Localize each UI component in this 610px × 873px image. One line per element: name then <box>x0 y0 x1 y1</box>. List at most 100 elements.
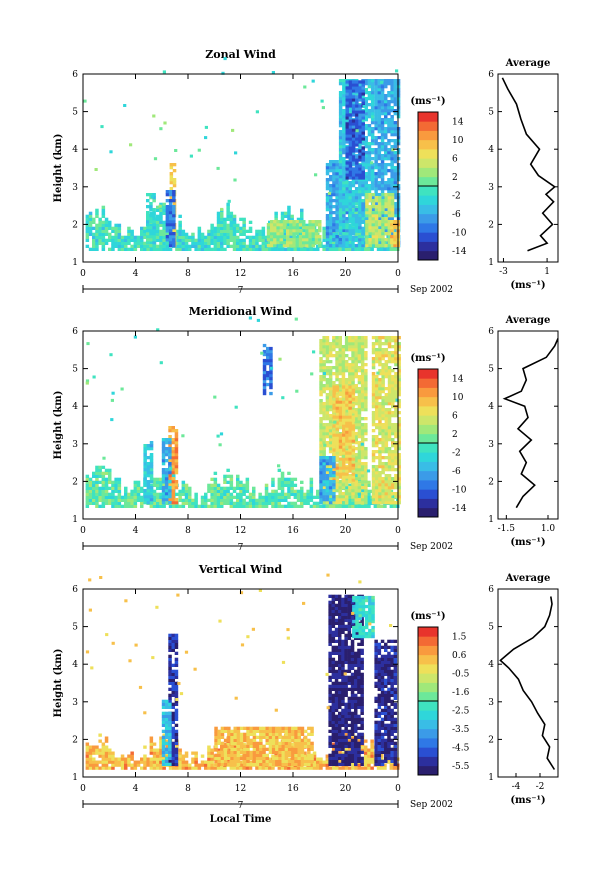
heatmap-cell <box>171 483 175 487</box>
heatmap-cell <box>397 438 401 442</box>
heatmap-cell <box>120 244 125 248</box>
heatmap-cell <box>364 112 368 116</box>
heatmap-cell <box>338 232 343 236</box>
heatmap-cell <box>370 247 374 251</box>
heatmap-cell <box>361 83 365 87</box>
heatmap-cell <box>381 226 385 230</box>
heatmap-cell <box>287 208 291 212</box>
heatmap-cell <box>130 498 134 502</box>
heatmap-cell <box>149 217 153 221</box>
heatmap-cell <box>351 492 355 496</box>
colorbar-swatch <box>418 121 438 131</box>
heatmap-cell <box>328 402 333 406</box>
heatmap-cell <box>394 414 398 418</box>
heatmap-cell <box>358 199 362 203</box>
heatmap-cell <box>345 125 349 129</box>
heatmap-cell <box>393 109 398 113</box>
heatmap-cell <box>156 480 160 484</box>
heatmap-cell <box>348 385 352 389</box>
heatmap-cell <box>381 411 385 415</box>
heatmap-cell <box>335 463 340 467</box>
heatmap-cell <box>332 504 336 508</box>
heatmap-cell <box>364 342 368 346</box>
heatmap-cell <box>357 414 362 418</box>
heatmap-cell <box>354 399 358 403</box>
heatmap-cell <box>338 133 343 137</box>
heatmap-cell <box>172 226 176 230</box>
heatmap-cell <box>159 504 163 508</box>
heatmap-cell <box>390 223 394 227</box>
heatmap-cell <box>127 226 131 230</box>
heatmap-cell <box>172 238 176 242</box>
heatmap-cell <box>338 339 342 343</box>
heatmap-cell <box>342 400 346 404</box>
heatmap-cell <box>361 146 365 150</box>
heatmap-cell <box>143 474 147 478</box>
heatmap-cell <box>335 400 340 404</box>
heatmap-cell <box>325 414 330 418</box>
heatmap-cell <box>364 387 368 391</box>
heatmap-cell <box>342 430 346 434</box>
heatmap-cell <box>378 447 382 451</box>
heatmap-cell <box>216 486 221 490</box>
heatmap-cell <box>290 504 294 508</box>
heatmap-cell <box>117 241 122 245</box>
heatmap-cell <box>355 122 359 126</box>
heatmap-cell <box>329 223 333 227</box>
heatmap-cell <box>325 399 330 403</box>
heatmap-cell <box>258 232 262 236</box>
heatmap-cell <box>311 232 316 236</box>
heatmap-cell <box>374 139 378 143</box>
heatmap-cell <box>296 498 301 502</box>
heatmap-cell <box>159 241 163 245</box>
heatmap-cell <box>319 456 323 460</box>
heatmap-cell <box>342 415 346 419</box>
heatmap-cell <box>332 178 336 182</box>
heatmap-cell <box>274 504 278 508</box>
heatmap-cell <box>216 492 221 496</box>
heatmap-cell <box>381 363 385 367</box>
heatmap-cell <box>149 471 154 475</box>
heatmap-cell <box>358 181 362 185</box>
heatmap-cell <box>85 483 90 487</box>
heatmap-cell <box>381 468 385 472</box>
heatmap-cell <box>332 433 336 437</box>
heatmap-cell <box>322 471 326 475</box>
heatmap-cell <box>269 352 273 357</box>
heatmap-cell <box>242 247 246 251</box>
heatmap-cell <box>172 214 176 218</box>
heatmap-cell <box>381 208 385 212</box>
heatmap-cell <box>387 420 392 424</box>
heatmap-cell <box>387 378 392 382</box>
heatmap-cell <box>290 489 294 493</box>
heatmap-cell <box>387 501 392 505</box>
heatmap-cell <box>384 166 388 170</box>
heatmap-cell <box>309 483 314 487</box>
heatmap-cell <box>381 465 385 469</box>
heatmap-cell <box>367 109 372 113</box>
heatmap-cell <box>325 360 330 364</box>
heatmap-cell <box>354 495 358 499</box>
heatmap-cell <box>354 441 358 445</box>
heatmap-cell <box>348 454 352 458</box>
heatmap-cell <box>207 241 211 245</box>
heatmap-cell <box>159 223 163 227</box>
heatmap-cell <box>338 406 343 410</box>
heatmap-cell <box>298 220 303 224</box>
heatmap-cell <box>338 501 342 505</box>
heatmap-cell <box>341 175 346 179</box>
heatmap-cell <box>335 217 339 221</box>
heatmap-cell <box>200 241 205 245</box>
heatmap-cell <box>161 456 166 460</box>
heatmap-cell <box>371 378 376 382</box>
heatmap-cell <box>152 217 156 221</box>
heatmap-cell <box>354 226 359 230</box>
heatmap-cell <box>92 486 96 490</box>
heatmap-cell <box>338 121 343 125</box>
heatmap-cell <box>342 160 346 164</box>
heatmap-cell <box>92 375 96 379</box>
heatmap-cell <box>287 247 291 251</box>
heatmap-cell <box>342 145 346 149</box>
heatmap-cell <box>377 193 382 197</box>
heatmap-cell <box>325 178 330 182</box>
